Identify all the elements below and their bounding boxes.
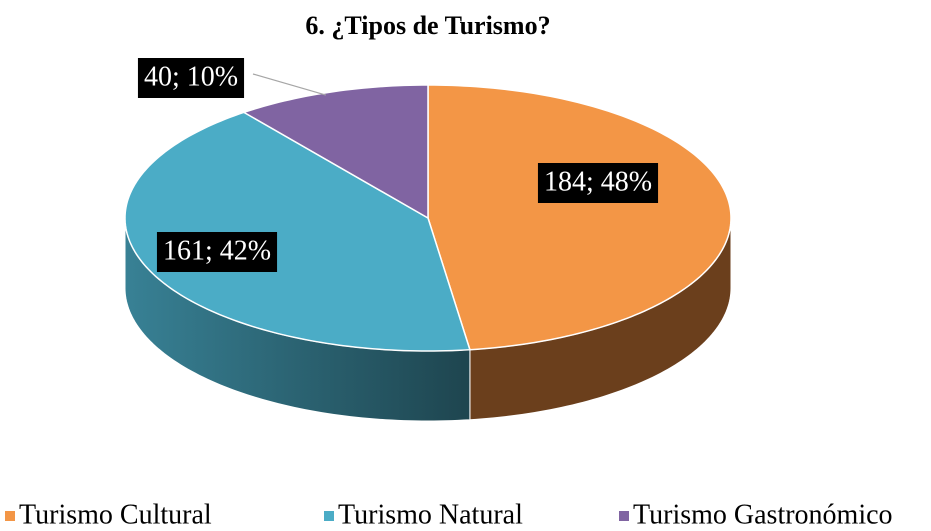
- legend-label: Turismo Natural: [338, 499, 523, 530]
- leader-line: [252, 73, 327, 96]
- slice: [124, 111, 471, 352]
- data-label-bg: [537, 163, 659, 203]
- data-label: 161; 42%: [163, 235, 271, 266]
- legend-marker: [324, 511, 334, 521]
- data-label-bg: [137, 58, 245, 98]
- chart-title: 6. ¿Tipos de Turismo?: [305, 11, 550, 40]
- data-label: 40; 10%: [144, 61, 238, 92]
- legend-marker: [619, 511, 629, 521]
- legend-label: Turismo Gastronómico: [633, 499, 893, 530]
- slice: [242, 84, 429, 220]
- legend-label: Turismo Cultural: [19, 499, 212, 530]
- legend-marker: [5, 511, 15, 521]
- data-label: 184; 48%: [544, 166, 652, 197]
- slice: [427, 84, 732, 351]
- data-label-bg: [156, 232, 278, 272]
